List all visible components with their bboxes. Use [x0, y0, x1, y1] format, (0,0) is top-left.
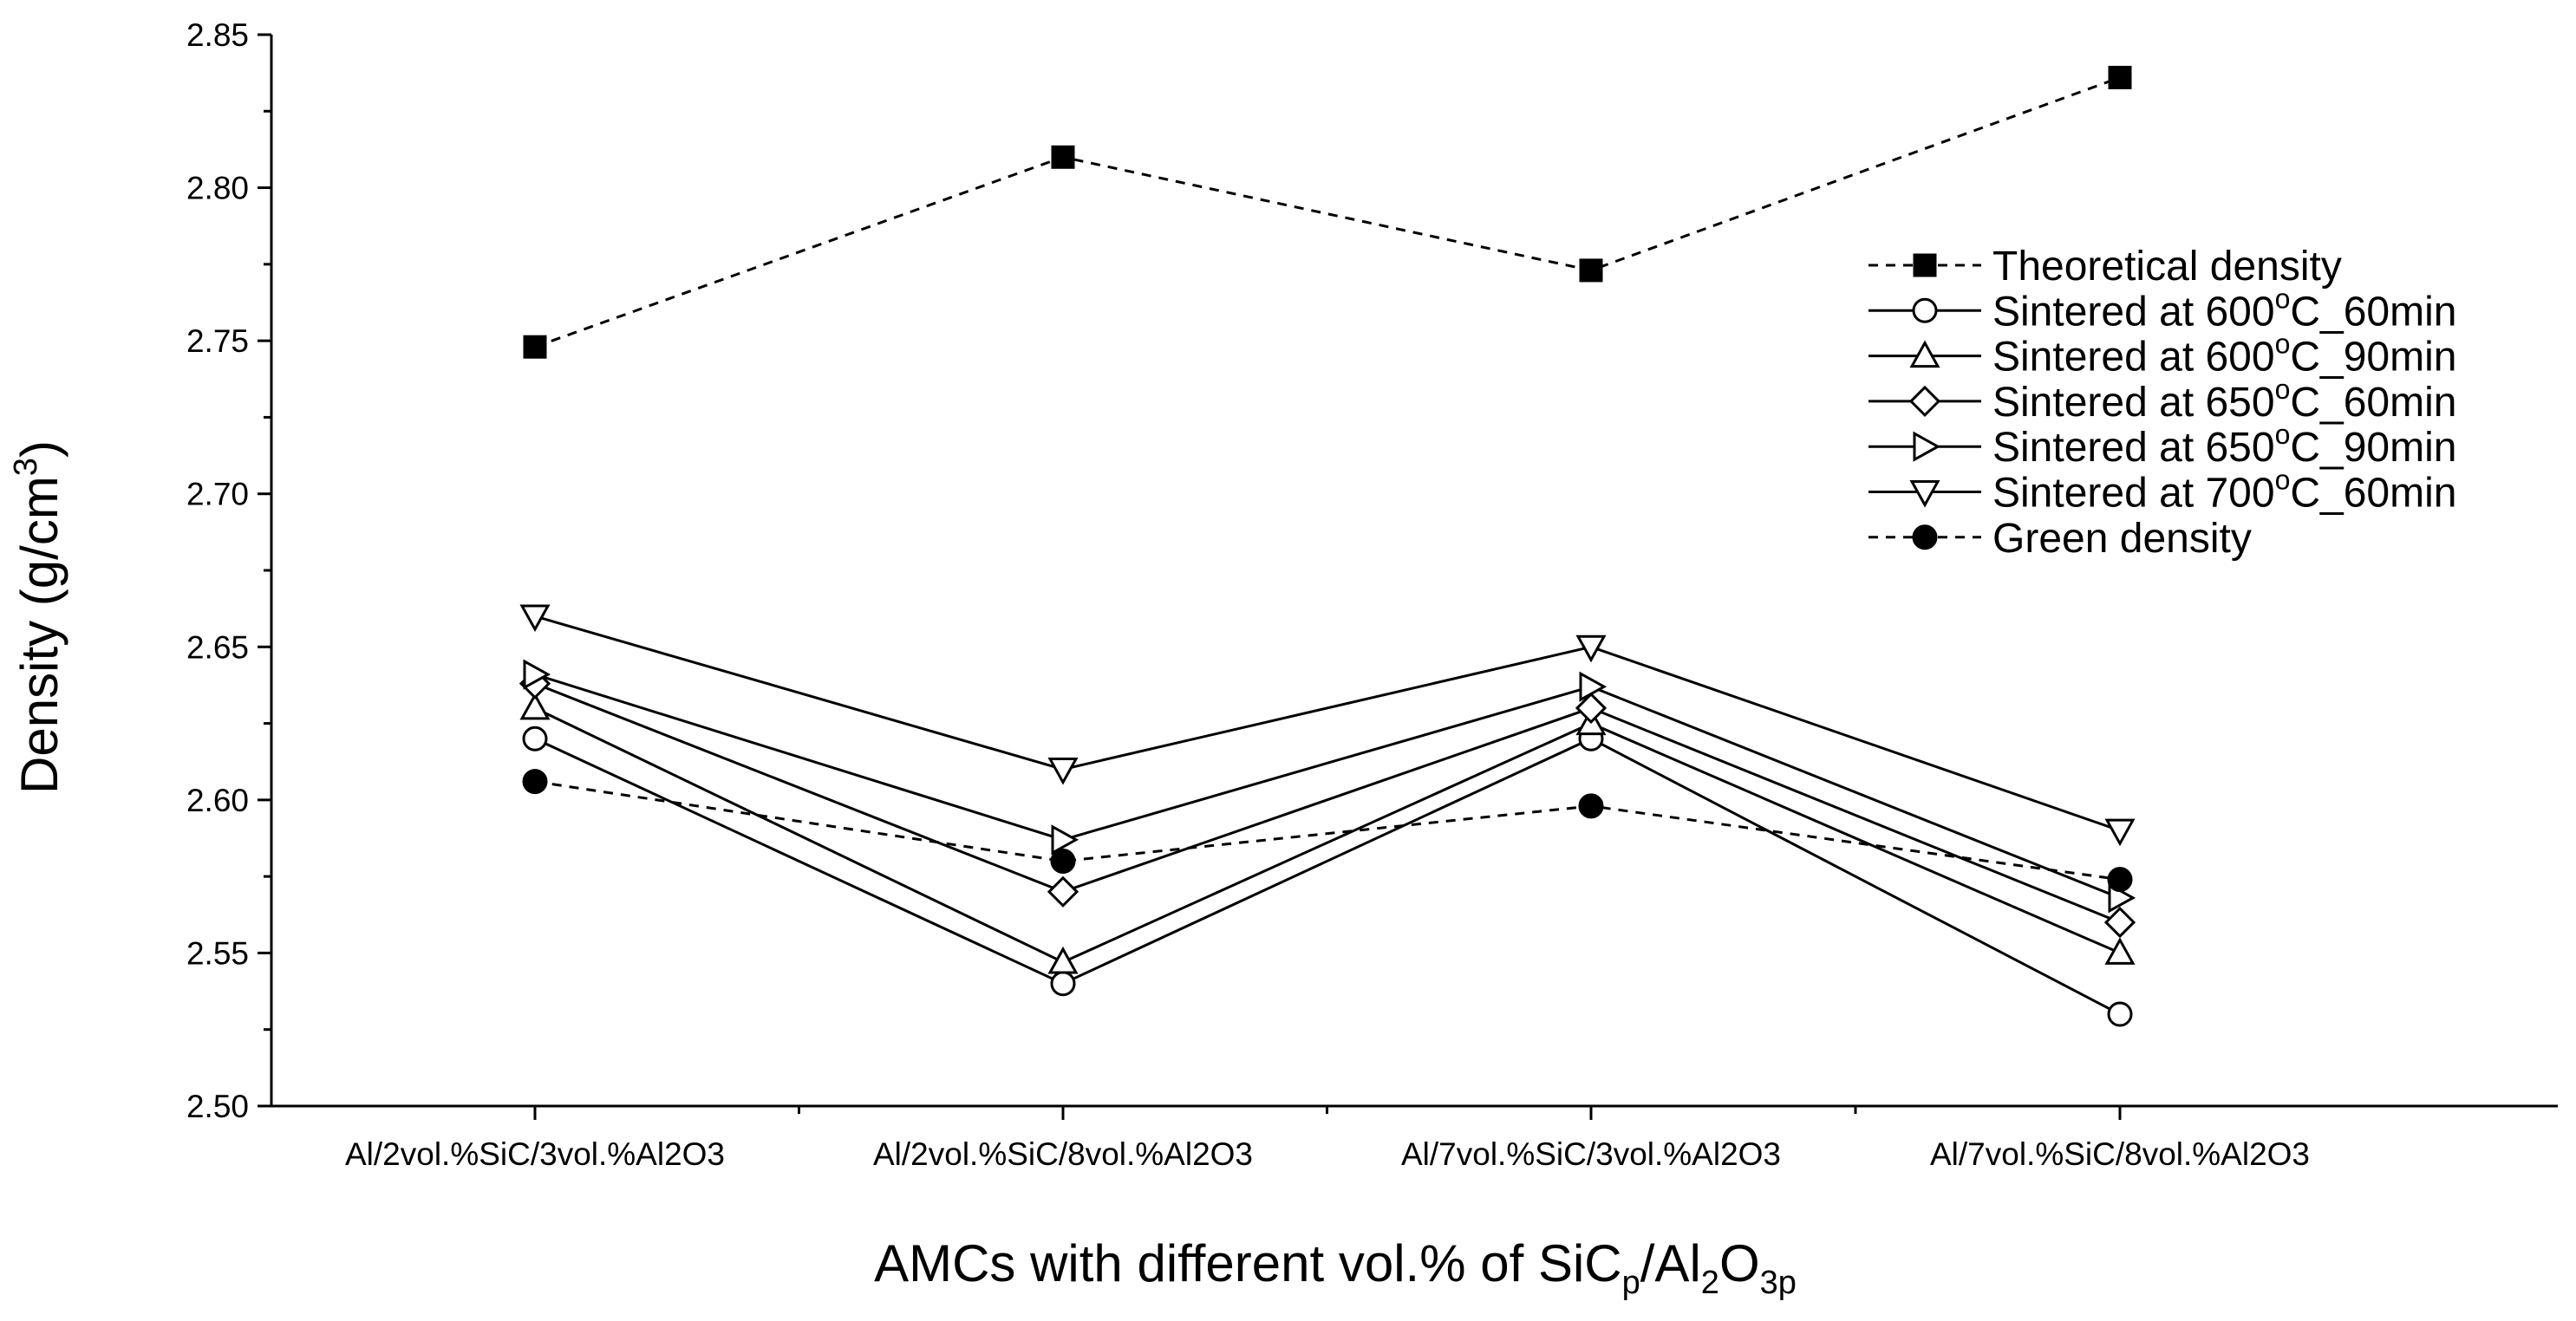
data-point — [1051, 145, 1075, 169]
series-4 — [523, 659, 2136, 914]
legend-item: Sintered at 700oC_60min — [1868, 465, 2456, 517]
y-tick-label: 2.85 — [186, 17, 249, 53]
y-tick-label: 2.55 — [186, 935, 249, 971]
y-tick-label: 2.50 — [186, 1089, 249, 1124]
legend-item: Sintered at 650oC_60min — [1868, 374, 2456, 426]
x-category-label: Al/7vol.%SiC/8vol.%Al2O3 — [1930, 1136, 2310, 1172]
series-line — [534, 780, 2121, 882]
legend-item: Sintered at 650oC_90min — [1868, 419, 2456, 471]
data-point — [2104, 937, 2136, 965]
legend-marker — [1912, 297, 1938, 323]
series-0 — [523, 65, 2132, 359]
legend-marker — [1913, 253, 1937, 277]
y-tick-label: 2.60 — [186, 783, 249, 818]
legend-label: Sintered at 700oC_60min — [1992, 465, 2456, 517]
data-point — [2108, 65, 2132, 89]
plot-area — [270, 35, 2558, 1108]
series-line — [534, 737, 2121, 1016]
data-point — [1578, 793, 1604, 819]
data-point — [1050, 848, 1076, 874]
data-point — [1575, 634, 1607, 663]
legend-marker — [1909, 340, 1940, 368]
data-point — [1047, 946, 1079, 974]
y-tick-label: 2.75 — [186, 323, 249, 359]
y-tick-label: 2.70 — [186, 477, 249, 512]
legend-label: Green density — [1992, 516, 2252, 562]
legend-label: Theoretical density — [1992, 244, 2342, 290]
legend-label: Sintered at 650oC_90min — [1992, 419, 2456, 471]
legend-label: Sintered at 650oC_60min — [1992, 374, 2456, 426]
data-point — [1579, 258, 1603, 283]
legend-item: Theoretical density — [1868, 244, 2342, 290]
x-category-label: Al/2vol.%SiC/3vol.%Al2O3 — [345, 1136, 725, 1172]
x-category-label: Al/2vol.%SiC/8vol.%Al2O3 — [873, 1136, 1253, 1172]
x-category-label: Al/7vol.%SiC/3vol.%Al2O3 — [1401, 1136, 1781, 1172]
series-line — [534, 706, 2121, 964]
series-line — [534, 682, 2121, 924]
data-point — [519, 692, 551, 720]
data-point — [1050, 971, 1076, 997]
data-point — [2103, 906, 2136, 939]
y-axis: 2.50 2.55 2.60 2.65 2.70 2.75 2.80 2.85 — [186, 17, 271, 1124]
data-point — [1579, 671, 1608, 702]
x-axis: Al/2vol.%SiC/3vol.%Al2O3 Al/2vol.%SiC/8vo… — [345, 1106, 2310, 1172]
legend-marker — [1909, 480, 1940, 508]
series-1 — [522, 726, 2133, 1027]
series-line — [534, 615, 2121, 832]
legend-marker — [1908, 385, 1941, 418]
series-layer — [518, 65, 2136, 1027]
data-point — [522, 726, 548, 752]
legend-item: Green density — [1868, 516, 2252, 562]
data-point — [523, 335, 547, 359]
legend-label: Sintered at 600oC_90min — [1992, 329, 2456, 381]
series-line — [534, 76, 2121, 348]
legend-label: Sintered at 600oC_60min — [1992, 283, 2456, 335]
series-6 — [522, 769, 2133, 893]
x-axis-title: AMCs with different vol.% of SiCp/Al2O3p — [874, 1234, 1797, 1301]
y-tick-label: 2.80 — [186, 171, 249, 206]
data-point — [2104, 818, 2136, 847]
data-point — [519, 604, 551, 633]
series-5 — [519, 604, 2136, 847]
data-point — [1047, 758, 1079, 785]
legend-marker — [1913, 431, 1941, 462]
data-point — [523, 659, 551, 690]
series-line — [534, 673, 2121, 900]
data-point — [1051, 824, 1079, 856]
y-axis-title: Density (g/cm3) — [8, 440, 68, 794]
legend-marker — [1912, 524, 1938, 550]
data-point — [522, 769, 548, 795]
legend-item: Sintered at 600oC_90min — [1868, 329, 2456, 381]
data-point — [1575, 692, 1608, 725]
data-point — [2107, 867, 2133, 893]
data-point — [2107, 1001, 2133, 1027]
legend-item: Sintered at 600oC_60min — [1868, 283, 2456, 335]
y-tick-label: 2.65 — [186, 629, 249, 665]
data-point — [1047, 875, 1079, 908]
